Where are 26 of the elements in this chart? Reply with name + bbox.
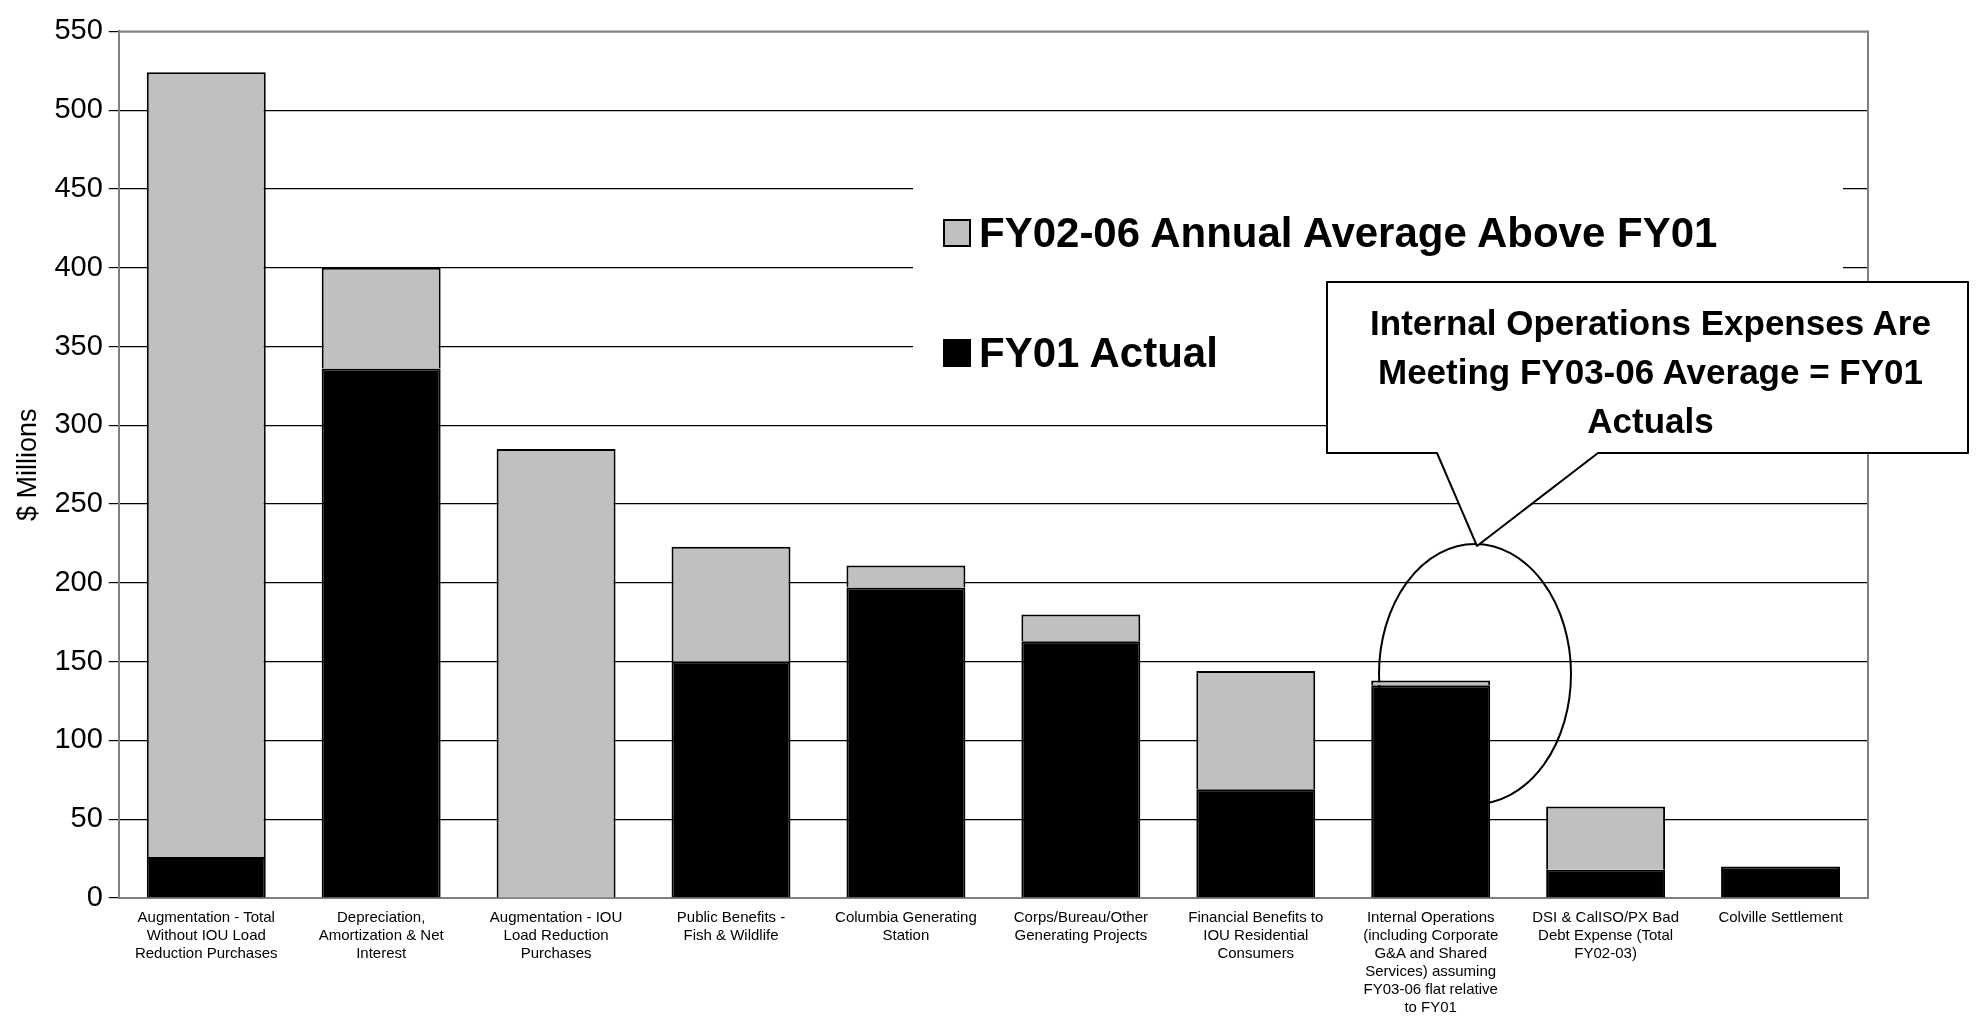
x-tick-label: DSI & CalISO/PX Bad Debt Expense (Total FY02-03) [1532, 908, 1679, 962]
y-tick-label: 50 [70, 801, 103, 834]
x-tick-label: Public Benefits - Fish & Wildlife [676, 908, 786, 944]
y-tick-label: 300 [54, 407, 103, 440]
y-tick-label: 200 [54, 564, 103, 597]
y-tick-label: 100 [54, 722, 103, 755]
annotation: Internal Operations Expenses Are Meeting FY03-06 Average = FY01 Actuals [1369, 302, 1932, 442]
y-tick-label: 500 [54, 92, 103, 125]
x-tick-label: Financial Benefits to IOU Residential Consumers [1188, 908, 1324, 962]
y-tick-label: 250 [54, 486, 103, 519]
x-tick-label: Depreciation, Amortization & Net Interest [318, 908, 445, 962]
x-tick-label: Colville Settlement [1718, 908, 1844, 926]
x-tick-label: Columbia Generating Station [835, 908, 977, 944]
y-axis-title: $ Millions [11, 408, 42, 521]
x-tick-label: Internal Operations (including Corporate G&A and Shared Services) assuming FY03-06 flat relative to FY01 [1363, 908, 1499, 1016]
y-tick-label: 550 [54, 13, 103, 46]
y-tick-label: 350 [54, 328, 103, 361]
x-tick-label: Augmentation - IOU Load Reduction Purchases [489, 908, 623, 962]
y-tick-label: 150 [54, 643, 103, 676]
y-tick-label: 400 [54, 249, 103, 282]
y-tick-label: 450 [54, 170, 103, 203]
x-tick-label: Corps/Bureau/Other Generating Projects [1013, 908, 1148, 944]
legend-label: FY01 Actual [979, 329, 1218, 377]
legend-label: FY02-06 Annual Average Above FY01 [979, 209, 1718, 257]
y-tick-label: 0 [86, 880, 103, 912]
x-tick-label: Augmentation - Total Without IOU Load Reduction Purchases [134, 908, 278, 962]
